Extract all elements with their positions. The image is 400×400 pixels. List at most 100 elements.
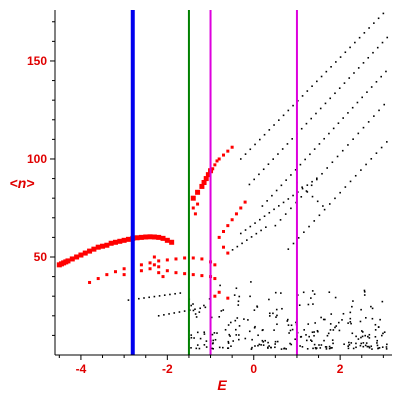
data-point <box>285 179 287 181</box>
data-point <box>244 153 247 155</box>
data-point <box>299 163 302 166</box>
data-point <box>274 224 277 227</box>
data-point <box>316 329 319 332</box>
data-point <box>381 41 384 44</box>
data-point <box>363 291 366 293</box>
data-point <box>349 311 352 314</box>
data-point <box>348 343 351 346</box>
data-point <box>356 101 359 104</box>
data-point <box>315 347 318 349</box>
data-point <box>196 331 199 334</box>
data-point <box>290 324 293 327</box>
data-point <box>273 329 275 331</box>
data-point <box>362 345 365 348</box>
data-point <box>226 251 230 255</box>
data-point <box>332 329 335 331</box>
data-point <box>105 273 109 277</box>
data-point <box>338 329 341 332</box>
data-point <box>344 51 347 54</box>
data-point <box>342 312 345 315</box>
data-point <box>350 342 353 344</box>
data-point <box>190 304 192 307</box>
data-point <box>376 342 378 344</box>
data-point <box>205 346 208 348</box>
data-point <box>291 328 294 331</box>
data-point <box>350 322 352 325</box>
data-point <box>195 316 198 318</box>
data-point <box>291 138 293 140</box>
y-axis-label: <n> <box>10 175 35 191</box>
data-point <box>179 292 182 294</box>
data-point <box>370 305 372 308</box>
data-point <box>336 155 339 158</box>
data-point <box>358 36 361 39</box>
data-point <box>327 332 330 335</box>
data-point <box>213 263 217 267</box>
data-point <box>238 338 240 341</box>
data-point <box>161 275 165 279</box>
data-point <box>254 345 256 347</box>
data-point <box>365 163 367 166</box>
data-point <box>326 167 328 169</box>
data-point <box>201 180 207 185</box>
data-point <box>313 331 315 333</box>
data-point <box>229 321 232 324</box>
data-point <box>212 347 214 350</box>
data-point <box>104 242 110 248</box>
data-point <box>238 295 241 298</box>
data-point <box>122 267 126 271</box>
data-point <box>347 322 349 324</box>
y-tick-label: 50 <box>34 250 48 264</box>
data-point <box>374 329 377 331</box>
data-point <box>250 236 253 238</box>
data-point <box>338 87 341 89</box>
data-point <box>363 32 366 34</box>
data-point <box>360 330 363 332</box>
data-point <box>198 347 201 350</box>
data-point <box>249 295 251 298</box>
data-point <box>226 149 230 153</box>
data-point <box>139 269 143 273</box>
data-point <box>236 317 239 319</box>
data-point <box>163 314 165 316</box>
data-point <box>264 339 267 342</box>
data-point <box>220 310 223 312</box>
data-point <box>313 334 315 337</box>
data-point <box>299 336 302 338</box>
data-point <box>294 168 297 171</box>
data-point <box>214 338 217 341</box>
data-point <box>380 334 383 337</box>
data-point <box>274 343 276 345</box>
data-point <box>262 344 265 346</box>
data-point <box>289 329 292 332</box>
data-point <box>320 75 323 78</box>
data-point <box>328 291 331 294</box>
data-point <box>270 346 272 349</box>
data-point <box>360 336 362 339</box>
data-point <box>230 345 232 348</box>
data-point <box>334 296 337 299</box>
data-point <box>329 329 332 331</box>
data-point <box>226 347 229 349</box>
data-point <box>227 342 230 344</box>
data-point <box>339 191 341 194</box>
data-point <box>295 321 297 324</box>
data-point <box>165 258 169 262</box>
data-point <box>301 346 304 348</box>
data-point <box>276 323 278 326</box>
data-point <box>254 222 256 224</box>
data-point <box>381 300 384 303</box>
data-point <box>200 274 204 278</box>
data-point <box>361 96 363 99</box>
data-point <box>305 122 308 125</box>
data-point <box>251 338 253 341</box>
data-point <box>192 309 195 312</box>
data-point <box>370 86 373 88</box>
data-point <box>383 331 386 333</box>
data-point <box>372 51 374 54</box>
data-point <box>241 242 243 245</box>
data-point <box>352 138 354 140</box>
data-point <box>82 250 88 256</box>
data-point <box>310 117 313 120</box>
data-point <box>139 263 143 267</box>
